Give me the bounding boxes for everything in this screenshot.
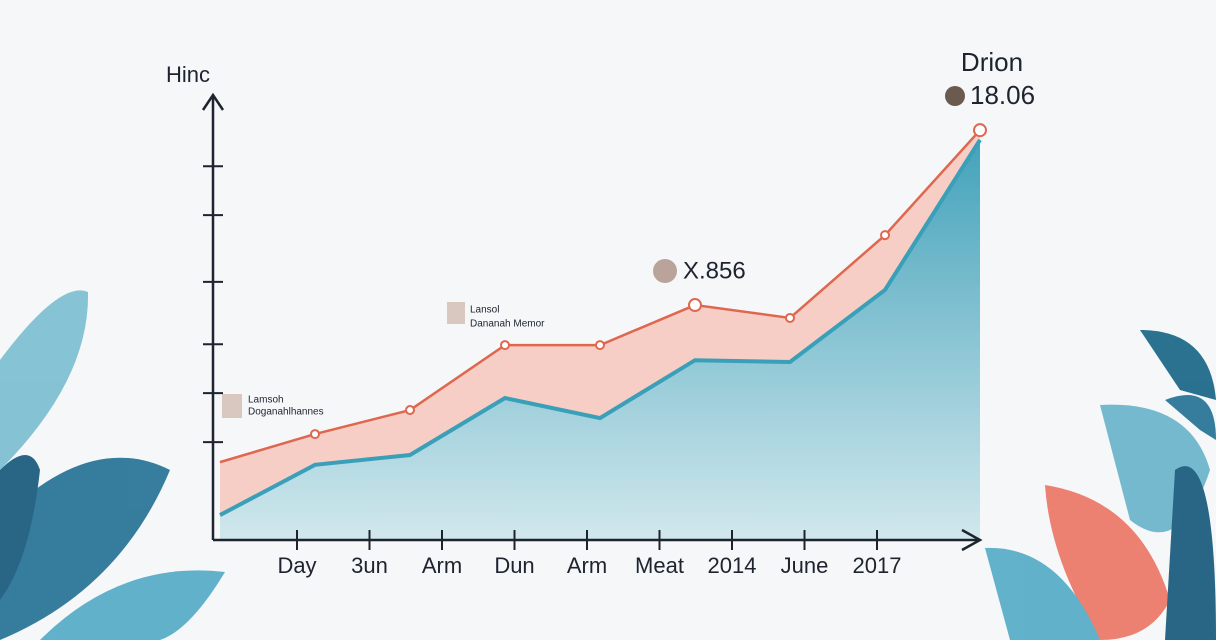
point — [973, 123, 987, 138]
annotation-title: Lansol — [470, 305, 499, 316]
x-tick-label: Dun — [494, 553, 534, 578]
y-axis-arrow — [201, 92, 225, 111]
plot — [219, 123, 987, 540]
point — [310, 429, 320, 440]
point — [688, 298, 702, 313]
x-axis-arrow — [961, 528, 983, 552]
point — [500, 340, 510, 351]
leaves-right — [985, 330, 1216, 640]
annotation-title: Lamsoh — [248, 395, 284, 406]
x-tick-label: June — [781, 553, 829, 578]
annotation-value: X.856 — [683, 257, 746, 284]
x-tick-label: Day — [277, 553, 316, 578]
point — [595, 340, 605, 351]
avatar — [222, 394, 242, 418]
avatar — [447, 302, 465, 324]
avatar — [653, 259, 677, 283]
annotation-subtitle: Doganahlhannes — [248, 407, 324, 418]
point — [785, 312, 795, 323]
annotation-value: 18.06 — [970, 80, 1035, 110]
point — [880, 230, 890, 241]
x-tick-label: Meat — [635, 553, 684, 578]
leaves-left — [0, 290, 225, 640]
x-tick-label: Arm — [422, 553, 462, 578]
x-tick-label: 3un — [351, 553, 388, 578]
annotation-subtitle: Dananah Memor — [470, 319, 545, 330]
annotation-title: Drion — [961, 47, 1023, 77]
point — [405, 405, 415, 416]
x-tick-label: 2017 — [853, 553, 902, 578]
area — [220, 139, 980, 540]
x-tick-label: Arm — [567, 553, 607, 578]
y-axis-label: Hinc — [166, 62, 210, 87]
line — [219, 138, 982, 517]
avatar — [945, 86, 965, 106]
x-tick-label: 2014 — [708, 553, 757, 578]
